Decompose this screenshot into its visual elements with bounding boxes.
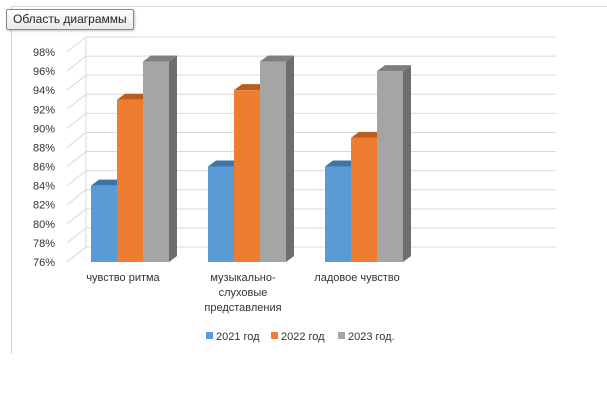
category-label: музыкально- [210,272,276,284]
gridline-side [66,151,87,167]
legend-item[interactable]: 2023 год. [338,331,395,343]
y-tick-label: 94% [33,85,55,97]
legend-label: 2021 год [216,331,260,343]
bars [91,55,411,263]
bar-top [377,65,411,72]
bar-front [325,166,351,262]
gridline-side [66,74,87,91]
y-tick-label: 82% [33,200,55,212]
gridline-side [66,227,87,244]
bar-front [260,61,286,262]
chart-area-tooltip: Область диаграммы [6,9,134,30]
gridline-side [66,55,87,72]
bar[interactable] [143,55,177,262]
y-tick-label: 88% [33,142,55,154]
y-tick-label: 90% [33,123,55,135]
gridline-side [66,112,87,129]
bar-side [169,55,177,262]
y-tick-label: 80% [33,219,55,231]
category-label: слуховые [219,287,268,299]
bar-front [234,90,260,262]
gridline-side [66,93,87,110]
bar-front [91,185,117,262]
y-tick-label: 86% [33,162,55,174]
chart-area[interactable] [11,6,607,354]
bar-front [208,166,234,262]
category-label: чувство ритма [86,272,160,284]
legend-swatch [338,332,345,339]
legend-item[interactable]: 2022 год [271,331,325,343]
bar[interactable] [377,65,411,262]
gridline-side [66,246,87,263]
gridline-side [66,132,87,148]
bar[interactable] [260,55,294,262]
bar-side [403,65,411,262]
bar-top [117,93,151,100]
y-tick-label: 96% [33,66,55,78]
y-tick-label: 84% [33,181,55,193]
legend-swatch [206,332,213,339]
category-labels: чувство ритма музыкально-слуховые представ… [86,272,399,314]
bar-front [377,71,403,262]
gridline-side [66,189,87,206]
bar-top [234,84,268,91]
y-tick-label: 98% [33,47,55,59]
bar-top [143,55,177,62]
gridline-side [66,36,87,53]
bar-top [260,55,294,62]
bar-front [117,99,143,263]
category-label: представления [204,302,281,314]
legend-label: 2022 год [281,331,325,343]
gridline-side [66,170,87,187]
bar-top [208,160,242,167]
y-tick-label: 76% [33,257,55,269]
bar-front [351,137,377,262]
legend-swatch [271,332,278,339]
category-label: ладовое чувство [314,272,399,284]
legend-item[interactable]: 2021 год [206,331,260,343]
bar-side [286,55,294,262]
legend[interactable]: 2021 год 2022 год 2023 год. [206,331,395,343]
bar-top [91,179,125,186]
bar-top [351,131,385,138]
bar-top [325,160,359,167]
bar-front [143,61,169,262]
y-tick-label: 78% [33,238,55,250]
legend-label: 2023 год. [348,331,395,343]
gridline-side [66,208,87,225]
y-tick-label: 92% [33,104,55,116]
y-axis-ticks: 76% 78% 80% 82% 84% 86% 88% 90% 92% 94% 96% 98% [33,47,55,269]
